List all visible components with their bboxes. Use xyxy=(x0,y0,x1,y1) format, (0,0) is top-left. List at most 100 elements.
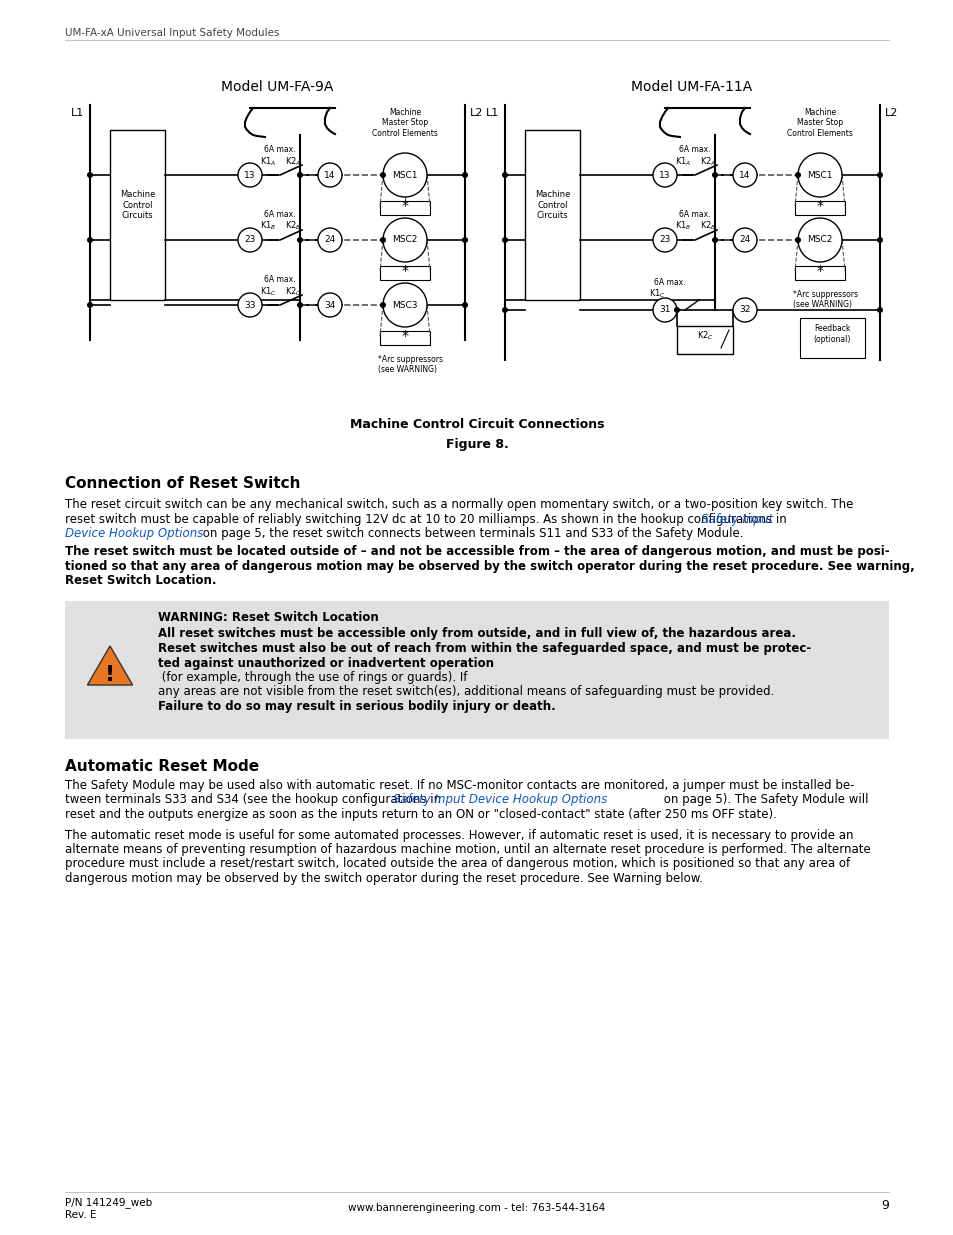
Text: 23: 23 xyxy=(244,236,255,245)
Bar xyxy=(65,601,888,739)
Circle shape xyxy=(876,308,882,312)
Text: MSC1: MSC1 xyxy=(392,170,417,179)
Text: 9: 9 xyxy=(881,1199,888,1212)
Circle shape xyxy=(382,283,427,327)
Text: *Arc suppressors
(see WARNING): *Arc suppressors (see WARNING) xyxy=(792,290,857,310)
Text: L2: L2 xyxy=(884,107,898,119)
Bar xyxy=(794,201,844,215)
Text: procedure must include a reset/restart switch, located outside the area of dange: procedure must include a reset/restart s… xyxy=(65,857,849,871)
Text: (for example, through the use of rings or guards). If: (for example, through the use of rings o… xyxy=(158,671,467,684)
Circle shape xyxy=(876,172,882,178)
Circle shape xyxy=(87,172,92,178)
Text: K2$_B$: K2$_B$ xyxy=(284,220,301,232)
Text: reset and the outputs energize as soon as the inputs return to an ON or "closed-: reset and the outputs energize as soon a… xyxy=(65,808,776,821)
Text: *: * xyxy=(816,199,822,212)
Text: P/N 141249_web: P/N 141249_web xyxy=(65,1197,152,1208)
Text: K1$_A$: K1$_A$ xyxy=(259,156,276,168)
Circle shape xyxy=(296,172,303,178)
Circle shape xyxy=(732,163,757,186)
Bar xyxy=(794,266,844,280)
Text: UM-FA-xA Universal Input Safety Modules: UM-FA-xA Universal Input Safety Modules xyxy=(65,28,279,38)
Circle shape xyxy=(501,172,507,178)
Text: Connection of Reset Switch: Connection of Reset Switch xyxy=(65,475,300,492)
Circle shape xyxy=(379,237,386,243)
Text: *: * xyxy=(401,329,408,343)
Text: any areas are not visible from the reset switch(es), additional means of safegua: any areas are not visible from the reset… xyxy=(158,685,774,699)
Text: reset switch must be capable of reliably switching 12V dc at 10 to 20 milliamps.: reset switch must be capable of reliably… xyxy=(65,513,790,526)
Circle shape xyxy=(237,293,262,317)
Text: 6A max.: 6A max. xyxy=(264,144,295,154)
Text: 33: 33 xyxy=(244,300,255,310)
Text: K2$_A$: K2$_A$ xyxy=(284,156,301,168)
Circle shape xyxy=(501,237,507,243)
Text: MSC2: MSC2 xyxy=(806,236,832,245)
Text: Machine
Control
Circuits: Machine Control Circuits xyxy=(120,190,155,220)
Circle shape xyxy=(711,172,718,178)
Text: *: * xyxy=(401,199,408,212)
Circle shape xyxy=(382,153,427,198)
Text: L1: L1 xyxy=(71,107,85,119)
Circle shape xyxy=(732,298,757,322)
Text: K2$_C$: K2$_C$ xyxy=(696,330,713,342)
Text: 24: 24 xyxy=(739,236,750,245)
Text: Machine
Master Stop
Control Elements: Machine Master Stop Control Elements xyxy=(372,107,437,138)
Circle shape xyxy=(876,237,882,243)
Text: 6A max.: 6A max. xyxy=(264,210,295,219)
Polygon shape xyxy=(88,646,132,685)
Circle shape xyxy=(652,228,677,252)
Bar xyxy=(677,326,732,354)
Text: Device Hookup Options: Device Hookup Options xyxy=(65,527,203,540)
Text: !: ! xyxy=(105,664,115,685)
Text: K1$_C$: K1$_C$ xyxy=(259,285,276,298)
Text: 14: 14 xyxy=(324,170,335,179)
Text: K1$_C$: K1$_C$ xyxy=(648,288,665,300)
Bar xyxy=(379,266,430,280)
Circle shape xyxy=(237,228,262,252)
Text: Figure 8.: Figure 8. xyxy=(445,438,508,451)
Circle shape xyxy=(461,172,468,178)
Text: *Arc suppressors
(see WARNING): *Arc suppressors (see WARNING) xyxy=(377,354,442,374)
Circle shape xyxy=(673,308,679,312)
Text: 6A max.: 6A max. xyxy=(264,275,295,284)
Text: Machine Control Circuit Connections: Machine Control Circuit Connections xyxy=(350,417,603,431)
Text: Reset Switch Location.: Reset Switch Location. xyxy=(65,574,216,588)
Circle shape xyxy=(87,303,92,308)
Text: 23: 23 xyxy=(659,236,670,245)
Text: K1$_B$: K1$_B$ xyxy=(259,220,276,232)
Text: Reset switches must also be out of reach from within the safeguarded space, and : Reset switches must also be out of reach… xyxy=(158,642,810,655)
Text: The reset circuit switch can be any mechanical switch, such as a normally open m: The reset circuit switch can be any mech… xyxy=(65,498,853,511)
Bar xyxy=(379,201,430,215)
Text: *: * xyxy=(816,264,822,278)
Text: 31: 31 xyxy=(659,305,670,315)
Text: The reset switch must be located outside of – and not be accessible from – the a: The reset switch must be located outside… xyxy=(65,546,889,558)
Text: K2$_B$: K2$_B$ xyxy=(699,220,716,232)
Text: alternate means of preventing resumption of hazardous machine motion, until an a: alternate means of preventing resumption… xyxy=(65,844,870,856)
Circle shape xyxy=(317,228,341,252)
Bar xyxy=(110,130,165,300)
Text: Feedback
(optional): Feedback (optional) xyxy=(813,325,850,343)
Text: tioned so that any area of dangerous motion may be observed by the switch operat: tioned so that any area of dangerous mot… xyxy=(65,559,914,573)
Text: MSC1: MSC1 xyxy=(806,170,832,179)
Text: K1$_B$: K1$_B$ xyxy=(674,220,691,232)
Text: Safety Input: Safety Input xyxy=(700,513,772,526)
Text: dangerous motion may be observed by the switch operator during the reset procedu: dangerous motion may be observed by the … xyxy=(65,872,702,885)
Bar xyxy=(379,331,430,345)
Text: 6A max.: 6A max. xyxy=(654,278,685,287)
Text: www.bannerengineering.com - tel: 763-544-3164: www.bannerengineering.com - tel: 763-544… xyxy=(348,1203,605,1213)
Text: on page 5). The Safety Module will: on page 5). The Safety Module will xyxy=(659,794,867,806)
Text: All reset switches must be accessible only from outside, and in full view of, th: All reset switches must be accessible on… xyxy=(158,627,795,641)
Circle shape xyxy=(317,163,341,186)
Text: MSC2: MSC2 xyxy=(392,236,417,245)
Text: 32: 32 xyxy=(739,305,750,315)
Text: L1: L1 xyxy=(486,107,499,119)
Circle shape xyxy=(797,153,841,198)
Text: L2: L2 xyxy=(470,107,483,119)
Circle shape xyxy=(87,237,92,243)
Text: 13: 13 xyxy=(659,170,670,179)
Text: tween terminals S33 and S34 (see the hookup configurations in: tween terminals S33 and S34 (see the hoo… xyxy=(65,794,444,806)
Text: K1$_A$: K1$_A$ xyxy=(674,156,691,168)
Text: Machine
Master Stop
Control Elements: Machine Master Stop Control Elements xyxy=(786,107,852,138)
Text: WARNING: Reset Switch Location: WARNING: Reset Switch Location xyxy=(158,611,378,624)
Text: Machine
Control
Circuits: Machine Control Circuits xyxy=(535,190,570,220)
Circle shape xyxy=(652,298,677,322)
